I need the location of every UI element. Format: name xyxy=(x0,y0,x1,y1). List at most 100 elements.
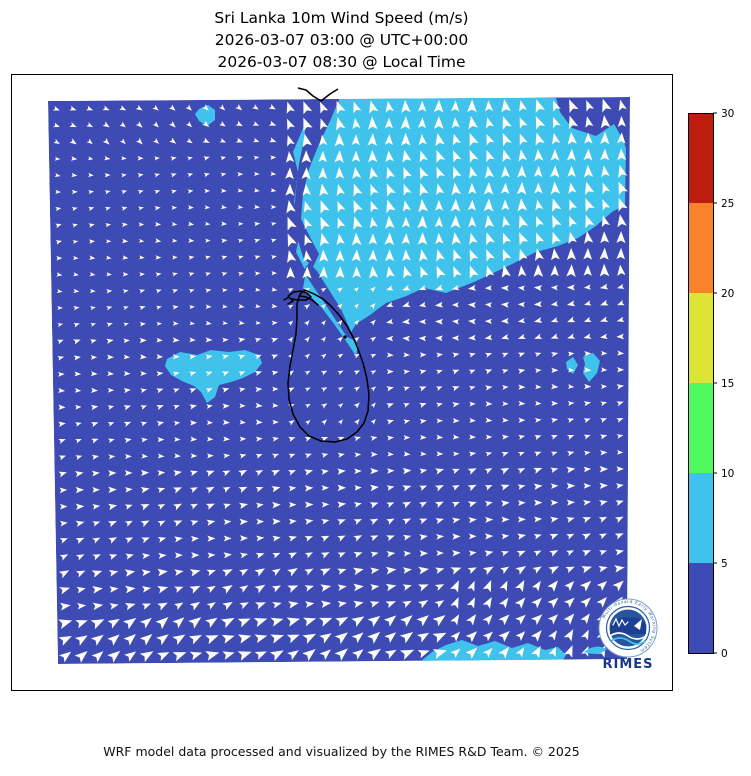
wind-arrow xyxy=(108,486,117,494)
wind-arrow xyxy=(59,520,68,527)
wind-arrow xyxy=(107,650,121,663)
wind-arrow xyxy=(517,317,526,324)
wind-arrow xyxy=(433,99,444,113)
wind-arrow xyxy=(370,484,379,492)
wind-arrow xyxy=(302,183,312,196)
wind-arrow xyxy=(583,148,593,161)
wind-arrow xyxy=(220,156,227,161)
wind-arrow xyxy=(354,452,362,458)
wind-arrow xyxy=(219,138,227,143)
wind-arrow xyxy=(271,271,278,276)
wind-arrow xyxy=(401,99,411,113)
wind-arrow xyxy=(139,305,146,311)
wind-arrow xyxy=(498,630,510,643)
wind-arrow xyxy=(601,165,610,178)
wind-arrow xyxy=(154,173,160,178)
wind-arrow xyxy=(336,287,343,293)
wind-vector-field xyxy=(52,98,628,663)
wind-arrow xyxy=(467,468,477,475)
wind-arrow xyxy=(451,468,460,475)
wind-arrow xyxy=(436,434,444,440)
wind-arrow xyxy=(369,518,379,526)
wind-arrow xyxy=(272,501,281,509)
wind-arrow xyxy=(484,352,493,358)
wind-arrow xyxy=(335,617,349,627)
wind-arrow xyxy=(583,248,593,260)
wind-arrow xyxy=(205,617,218,628)
palk-strait-coastline xyxy=(299,295,319,306)
wind-arrow xyxy=(367,116,378,130)
wind-arrow xyxy=(90,339,97,344)
wind-arrow xyxy=(301,167,311,180)
title-line-3: 2026-03-07 08:30 @ Local Time xyxy=(217,53,466,71)
wind-arrow xyxy=(403,403,410,408)
wind-arrow xyxy=(204,205,211,210)
wind-arrow xyxy=(58,438,66,444)
wind-arrow xyxy=(138,206,144,211)
wind-arrow xyxy=(152,104,159,111)
wind-arrow xyxy=(334,648,348,661)
wind-arrow xyxy=(353,402,360,409)
wind-arrow xyxy=(319,633,332,644)
wind-arrow xyxy=(189,371,197,377)
wind-arrow xyxy=(451,335,460,341)
wind-arrow xyxy=(109,586,119,593)
wind-arrow xyxy=(287,336,294,343)
wind-arrow xyxy=(139,651,154,663)
wind-arrow xyxy=(105,239,112,244)
wind-arrow xyxy=(255,552,265,559)
wind-arrow xyxy=(137,155,144,161)
wind-arrow xyxy=(616,401,624,407)
wind-arrow xyxy=(484,533,494,540)
wind-arrow xyxy=(435,318,444,325)
wind-arrow xyxy=(91,387,98,393)
wind-arrow xyxy=(580,613,590,625)
wind-arrow xyxy=(268,120,277,126)
wind-arrow xyxy=(452,352,460,358)
wind-arrow xyxy=(436,249,445,262)
wind-arrow xyxy=(174,536,183,543)
wind-arrow xyxy=(121,190,128,195)
wind-arrow xyxy=(154,156,160,161)
wind-arrow xyxy=(501,550,510,557)
wind-arrow xyxy=(386,166,396,180)
wind-arrow xyxy=(484,100,494,112)
wind-arrow xyxy=(419,518,428,525)
wind-arrow xyxy=(88,172,94,178)
wind-arrow xyxy=(319,249,329,263)
wind-arrow xyxy=(600,350,608,356)
wind-arrow xyxy=(254,354,262,360)
wind-arrow xyxy=(419,534,428,541)
wind-arrow xyxy=(436,533,445,540)
wind-arrow xyxy=(318,266,328,279)
wind-arrow xyxy=(73,322,80,328)
wind-arrow xyxy=(434,501,444,509)
wind-arrow xyxy=(222,387,230,393)
wind-arrow xyxy=(482,631,493,642)
wind-arrow xyxy=(158,552,167,559)
wind-arrow xyxy=(104,206,111,211)
wind-arrow xyxy=(305,601,315,608)
wind-arrow xyxy=(417,600,429,609)
wind-arrow xyxy=(123,405,132,411)
wind-arrow xyxy=(484,369,493,375)
wind-arrow xyxy=(600,131,610,145)
wind-arrow xyxy=(256,502,264,509)
wind-arrow xyxy=(270,222,277,227)
wind-arrow xyxy=(517,352,526,358)
wind-arrow xyxy=(55,240,63,245)
wind-arrow xyxy=(550,499,559,506)
wind-arrow xyxy=(206,519,216,526)
wind-arrow xyxy=(353,319,359,326)
wind-arrow xyxy=(304,437,312,442)
wind-arrow xyxy=(69,138,77,145)
wind-arrow xyxy=(256,535,265,542)
wind-arrow xyxy=(288,470,297,476)
colorbar-segment-25-30 xyxy=(688,113,713,203)
wind-arrow xyxy=(106,322,113,328)
wind-arrow xyxy=(104,155,111,161)
wind-arrow xyxy=(353,370,361,376)
wind-arrow xyxy=(569,215,578,228)
wind-arrow xyxy=(222,288,228,293)
wind-arrow xyxy=(584,383,592,390)
